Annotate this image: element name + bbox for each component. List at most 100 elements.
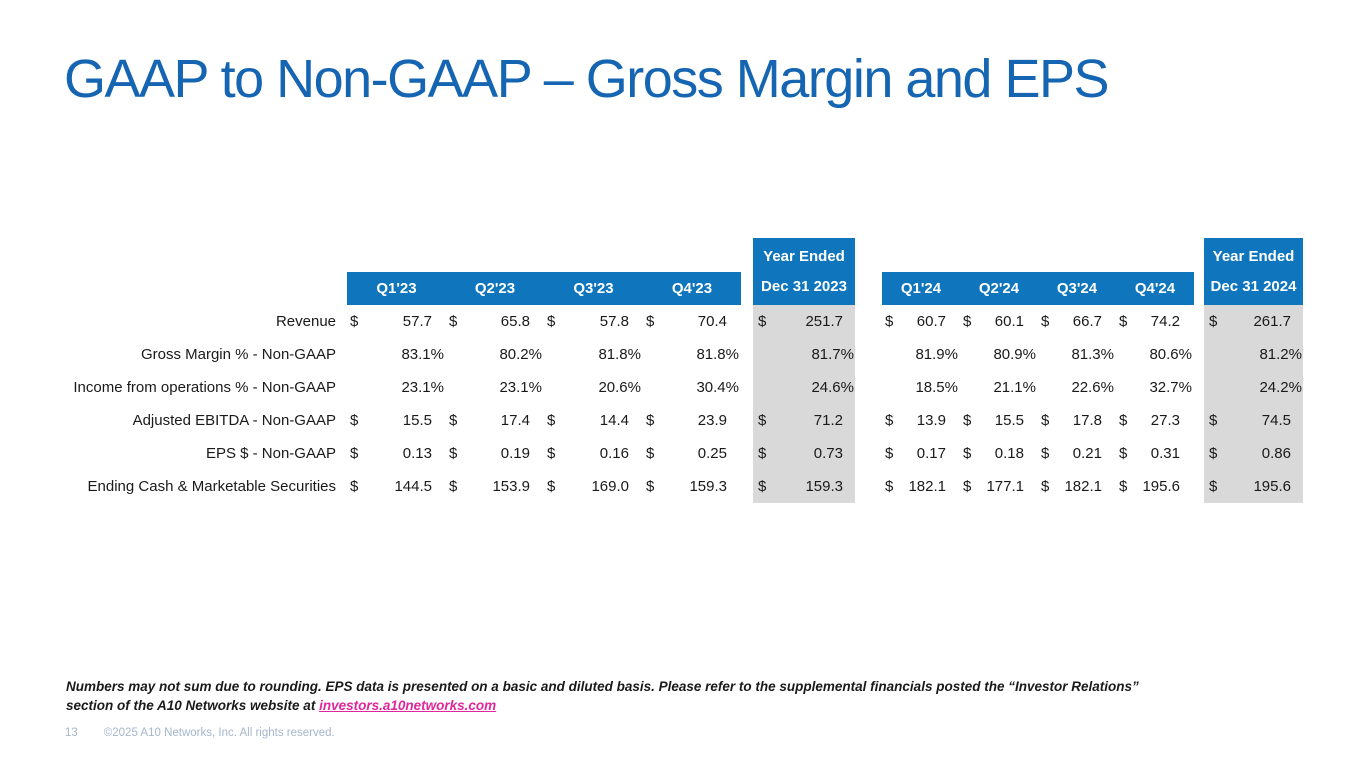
investor-relations-link[interactable]: investors.a10networks.com [319,698,497,713]
quarter-cell: $57.7 [347,305,446,338]
currency-symbol: $ [1119,412,1128,429]
currency-symbol: $ [885,412,894,429]
currency-symbol: $ [1041,313,1050,330]
quarter-cell: $159.3 [643,470,741,503]
quarter-cell: 80.9% [960,338,1038,371]
currency-symbol: $ [547,445,556,462]
year-ended-date: Dec 31 2024 [1210,277,1297,295]
cell-value: 195.6 [1253,478,1291,495]
cell-value: 0.13 [402,445,432,462]
quarter-cell: $17.4 [446,404,544,437]
currency-symbol: $ [963,478,972,495]
quarter-cell: 20.6% [544,371,643,404]
year-total-cell: $261.7 [1204,305,1303,338]
cell-value: 74.5 [1261,412,1291,429]
year-total-cell: 24.6% [753,371,855,404]
cell-value: 0.21 [1072,445,1102,462]
currency-symbol: $ [449,445,458,462]
quarter-cell: $0.13 [347,437,446,470]
quarter-cell: $169.0 [544,470,643,503]
cell-value: 60.1 [994,313,1024,330]
cell-value: 14.4 [599,412,629,429]
cell-value: 57.7 [402,313,432,330]
cell-value: 23.9 [697,412,727,429]
quarter-cell: 83.1% [347,338,446,371]
cell-value: 80.6% [1149,346,1192,363]
quarter-cell: 23.1% [446,371,544,404]
quarter-cell: 81.9% [882,338,960,371]
quarter-cell: $15.5 [347,404,446,437]
cell-value: 24.2% [1259,379,1302,396]
quarter-cell: $60.7 [882,305,960,338]
currency-symbol: $ [1119,445,1128,462]
slide-footer: 13 ©2025 A10 Networks, Inc. All rights r… [65,727,335,739]
currency-symbol: $ [758,445,767,462]
cell-value: 22.6% [1071,379,1114,396]
cell-value: 57.8 [599,313,629,330]
quarter-header: Q4'23 [643,272,741,305]
quarter-cell: $57.8 [544,305,643,338]
cell-value: 81.8% [598,346,641,363]
quarter-cell: $195.6 [1116,470,1194,503]
cell-value: 159.3 [689,478,727,495]
quarter-cell: $0.18 [960,437,1038,470]
row-label: EPS $ - Non-GAAP [205,445,336,462]
cell-value: 13.9 [916,412,946,429]
quarter-cell: $15.5 [960,404,1038,437]
quarter-cell: $27.3 [1116,404,1194,437]
currency-symbol: $ [449,412,458,429]
currency-symbol: $ [646,412,655,429]
quarter-cell: $66.7 [1038,305,1116,338]
cell-value: 30.4% [696,379,739,396]
quarter-cell: 81.3% [1038,338,1116,371]
quarter-cell: $17.8 [1038,404,1116,437]
quarter-header: Q4'24 [1116,272,1194,305]
row-label: Income from operations % - Non-GAAP [73,379,336,396]
quarter-cell: $14.4 [544,404,643,437]
quarter-cell: 23.1% [347,371,446,404]
currency-symbol: $ [885,478,894,495]
currency-symbol: $ [547,478,556,495]
quarter-cell: $23.9 [643,404,741,437]
cell-value: 27.3 [1150,412,1180,429]
quarter-cell: 22.6% [1038,371,1116,404]
cell-value: 81.3% [1071,346,1114,363]
quarter-cell: $177.1 [960,470,1038,503]
cell-value: 21.1% [993,379,1036,396]
quarter-header: Q1'23 [347,272,446,305]
cell-value: 195.6 [1142,478,1180,495]
cell-value: 81.9% [915,346,958,363]
quarter-cell: $0.16 [544,437,643,470]
year-total-cell: 81.2% [1204,338,1303,371]
year-ended-header: Year Ended Dec 31 2024 [1204,238,1303,305]
year-total-cell: $159.3 [753,470,855,503]
cell-value: 0.18 [994,445,1024,462]
year-ended-label: Year Ended [1212,247,1295,265]
quarter-cell: $182.1 [882,470,960,503]
quarter-cell: $0.19 [446,437,544,470]
cell-value: 0.86 [1261,445,1291,462]
quarter-cell: 81.8% [544,338,643,371]
currency-symbol: $ [449,313,458,330]
quarter-cell: $153.9 [446,470,544,503]
quarter-header: Q3'24 [1038,272,1116,305]
cell-value: 70.4 [697,313,727,330]
cell-value: 81.2% [1259,346,1302,363]
quarter-cell: $74.2 [1116,305,1194,338]
slide-title: GAAP to Non-GAAP – Gross Margin and EPS [64,49,1110,109]
cell-value: 66.7 [1072,313,1102,330]
cell-value: 17.4 [500,412,530,429]
cell-value: 60.7 [916,313,946,330]
page-number: 13 [65,727,78,739]
cell-value: 251.7 [805,313,843,330]
cell-value: 18.5% [915,379,958,396]
cell-value: 80.9% [993,346,1036,363]
year-total-cell: 24.2% [1204,371,1303,404]
financial-table: Q1'23 Q2'23 Q3'23 Q4'23 Year Ended Dec 31 202… [65,238,1303,503]
year-total-cell: $74.5 [1204,404,1303,437]
cell-value: 81.7% [811,346,854,363]
quarter-cell: $182.1 [1038,470,1116,503]
currency-symbol: $ [350,313,359,330]
row-label: Ending Cash & Marketable Securities [87,478,336,495]
row-label: Adjusted EBITDA - Non-GAAP [132,412,336,429]
